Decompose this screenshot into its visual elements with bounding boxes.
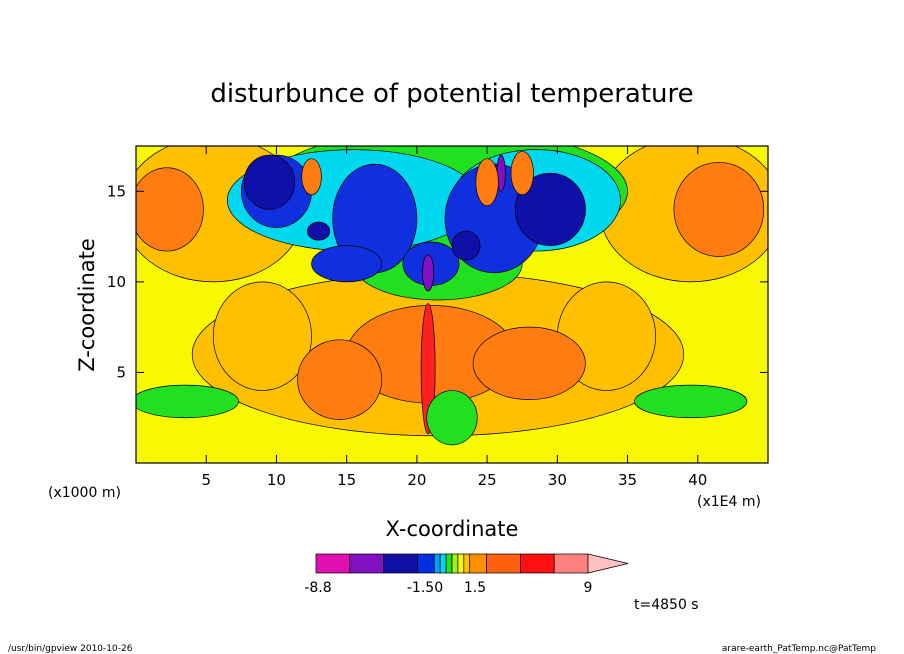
colorbar-segment <box>315 553 351 574</box>
field-region <box>451 230 481 261</box>
colorbar-tick-label: -1.50 <box>407 580 443 596</box>
field-region <box>673 161 765 257</box>
colorbar-segment <box>463 553 471 574</box>
footer-left: /usr/bin/gpview 2010-10-26 <box>8 644 133 654</box>
x-tick-label: 5 <box>201 471 211 489</box>
field-region <box>514 172 586 246</box>
colorbar-segment <box>486 553 521 574</box>
field-region <box>510 151 534 196</box>
field-region <box>475 158 499 207</box>
colorbar-segment <box>349 553 384 574</box>
x-tick-label: 40 <box>688 471 707 489</box>
field-region <box>136 384 239 419</box>
y-tick-label: 10 <box>107 273 126 291</box>
colorbar-segment <box>457 553 465 574</box>
colorbar-segment <box>520 553 555 574</box>
y-axis-label: Z-coordinate <box>75 238 99 372</box>
colorbar-segment <box>417 553 435 574</box>
plot-frame <box>135 145 769 464</box>
x-tick-label: 35 <box>618 471 637 489</box>
plot-area <box>136 146 768 463</box>
x-axis-label: X-coordinate <box>386 517 519 541</box>
field-region <box>426 390 478 446</box>
x-axis-ticks: 5 10 15 20 25 30 35 40 <box>201 146 707 489</box>
colorbar-extend-arrow <box>587 553 629 574</box>
colorbar-tick-label: -8.8 <box>304 580 331 596</box>
field-region <box>306 221 331 241</box>
temperature-field <box>136 146 768 446</box>
x-tick-label: 20 <box>407 471 426 489</box>
x-tick-label: 15 <box>337 471 356 489</box>
colorbar-segment <box>439 553 447 574</box>
x-tick-label: 10 <box>267 471 286 489</box>
field-region <box>212 281 312 391</box>
x-unit-note: (x1E4 m) <box>697 494 761 510</box>
y-unit-note: (x1000 m) <box>48 485 121 501</box>
y-tick-label: 15 <box>107 182 126 200</box>
field-region <box>422 254 435 292</box>
colorbar-segment <box>383 553 418 574</box>
field-region <box>634 384 748 419</box>
colorbar-segment <box>553 553 589 574</box>
colorbar-segment <box>469 553 487 574</box>
field-region <box>301 158 322 196</box>
x-tick-label: 30 <box>548 471 567 489</box>
colorbar-tick-label: 9 <box>584 580 593 596</box>
time-label: t=4850 s <box>634 597 699 613</box>
field-region <box>311 245 383 283</box>
colorbar-segment <box>433 553 441 574</box>
chart-title: disturbunce of potential temperature <box>210 79 693 109</box>
colorbar <box>315 553 629 574</box>
x-tick-label: 25 <box>478 471 497 489</box>
colorbar-segment <box>445 553 453 574</box>
y-axis-ticks: 5 10 15 <box>107 182 768 381</box>
colorbar-labels: -8.8 -1.50 1.5 9 <box>304 580 592 596</box>
footer-right: arare-earth_PatTemp.nc@PatTemp <box>722 644 876 654</box>
colorbar-tick-label: 1.5 <box>464 580 486 596</box>
field-region <box>243 154 296 210</box>
y-tick-label: 5 <box>116 363 126 381</box>
field-region <box>136 167 204 252</box>
field-region <box>472 326 586 400</box>
field-region <box>297 339 383 420</box>
colorbar-segment <box>451 553 459 574</box>
